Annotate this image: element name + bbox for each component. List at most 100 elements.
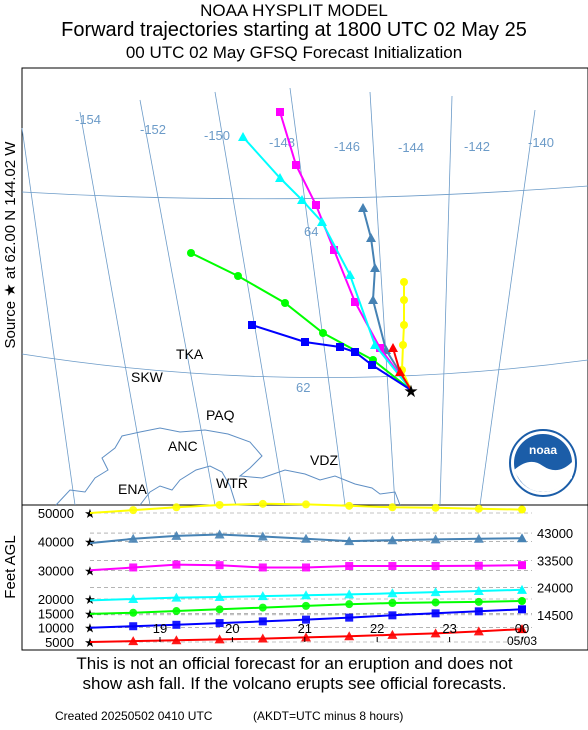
track-end-marker (187, 249, 195, 257)
track-point (281, 299, 289, 307)
height-point (172, 620, 181, 629)
track-point (366, 233, 376, 242)
track-point (312, 201, 320, 209)
track-point (399, 341, 407, 349)
noaa-logo: noaa (509, 429, 577, 497)
height-point (431, 562, 440, 571)
meridian-label: -152 (140, 122, 166, 137)
height-tick-label: 50000 (38, 506, 74, 521)
meridian-line (289, 87, 346, 506)
date-sub-label: 05/03 (507, 634, 537, 648)
height-point (387, 629, 398, 639)
y-axis-label: Feet AGL (2, 535, 19, 598)
height-point (517, 624, 527, 634)
track-point (275, 173, 285, 182)
height-point (214, 529, 225, 539)
height-point (258, 603, 267, 612)
height-point (215, 500, 224, 509)
place-label: ANC (168, 438, 198, 454)
height-point (258, 563, 267, 572)
height-point (430, 628, 441, 638)
height-point (345, 613, 354, 622)
height-point (345, 600, 354, 609)
height-point (257, 531, 268, 541)
height-point (517, 584, 527, 594)
height-point (473, 533, 484, 543)
meridian-line (479, 109, 536, 506)
track-point (345, 270, 355, 279)
meridian-line (139, 99, 216, 506)
track-point (368, 361, 376, 369)
track-point (370, 340, 380, 349)
height-point (344, 536, 355, 546)
height-point (431, 503, 440, 512)
created-timestamp: Created 20250502 0410 UTC (55, 709, 213, 723)
height-point (431, 609, 440, 618)
height-tick-label: 40000 (38, 535, 74, 550)
trajectory-track-green (190, 252, 412, 391)
height-right-label: 33500 (537, 553, 573, 568)
timezone-note: (AKDT=UTC minus 8 hours) (253, 709, 404, 723)
height-point (345, 562, 354, 571)
height-tick-label: 30000 (38, 563, 74, 578)
place-label: SKW (131, 369, 164, 385)
height-point (302, 500, 310, 509)
height-point (129, 506, 138, 515)
time-tick-label: 19 (153, 621, 167, 636)
header-title: Forward trajectories starting at 1800 UT… (61, 19, 527, 41)
height-point (214, 591, 225, 601)
track-end-marker (248, 321, 256, 329)
height-tick-label: 5000 (45, 635, 74, 650)
track-point (234, 272, 242, 280)
time-tick-label: 22 (370, 621, 384, 636)
parallel-62 (21, 353, 588, 379)
height-right-label: 14500 (537, 608, 573, 623)
time-tick-labels: 19 20 21 22 23 00 (153, 621, 529, 642)
figure-frame (21, 67, 588, 651)
meridian-label: -146 (334, 139, 360, 154)
height-point (387, 588, 398, 598)
height-point (129, 608, 138, 617)
track-point (368, 295, 378, 304)
track-point (336, 343, 344, 351)
height-point (473, 626, 484, 636)
place-label: TKA (176, 346, 204, 362)
track-point (351, 298, 359, 306)
time-tick-label: 20 (225, 621, 239, 636)
meridian-line (369, 91, 396, 506)
track-end-marker (388, 343, 398, 352)
height-point (345, 501, 354, 510)
height-panel: 50000 ★40000 ★30000 ★20000 ★15000 ★10000 ★5000… (2, 499, 573, 650)
track-point (376, 344, 384, 352)
track-point (351, 348, 359, 356)
height-point (128, 594, 139, 603)
track-point (395, 367, 405, 376)
trajectory-track-steelblue (362, 207, 412, 391)
height-point (518, 561, 526, 570)
height-series (89, 499, 527, 646)
height-point (474, 504, 483, 513)
parallel-label-62: 62 (296, 380, 310, 395)
height-point (214, 634, 225, 644)
meridian-label: -144 (398, 140, 424, 155)
height-point (129, 622, 138, 631)
height-point (302, 601, 310, 610)
height-point (215, 561, 224, 570)
height-point (128, 533, 139, 543)
height-point (172, 607, 181, 616)
height-point (171, 592, 182, 602)
start-star-icon: ★ (84, 506, 96, 521)
noaa-logo-text: noaa (529, 443, 557, 457)
meridian-label: -142 (464, 139, 490, 154)
height-point (388, 562, 397, 571)
height-tick-label: 15000 (38, 606, 74, 621)
height-point (344, 631, 355, 641)
height-point (171, 530, 182, 540)
track-point (400, 321, 408, 329)
track-point (317, 217, 327, 226)
start-star-icon: ★ (84, 635, 96, 650)
height-right-tick-labels: 43000 33500 24000 14500 (537, 526, 573, 623)
map-panel: -154-152 -150 -148 -146 -144 -142 -140 64 62 T… (2, 87, 588, 506)
place-label: ENA (118, 481, 147, 497)
